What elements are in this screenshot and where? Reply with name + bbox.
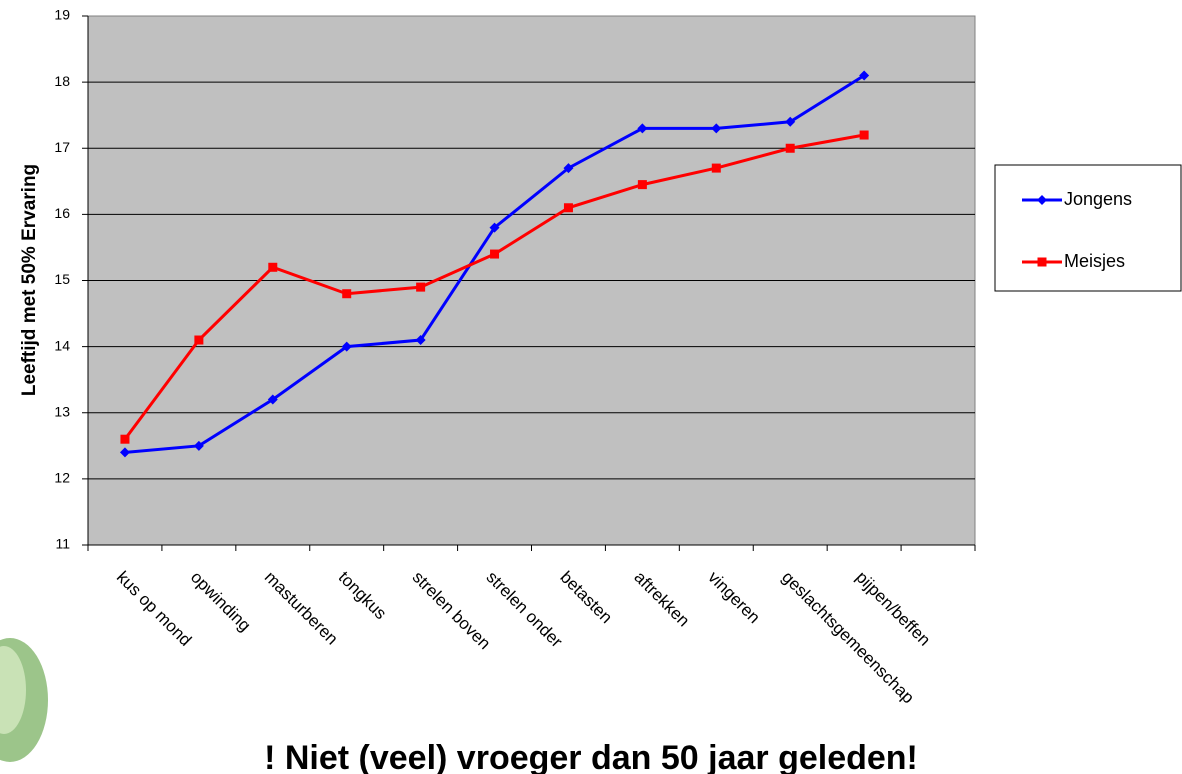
point-marker — [120, 434, 130, 444]
point-marker — [711, 123, 722, 134]
point-marker — [342, 289, 352, 299]
y-tick-label: 17 — [54, 139, 70, 155]
y-tick-label: 11 — [55, 536, 70, 552]
point-marker — [859, 70, 870, 81]
y-tick-label: 16 — [54, 205, 70, 221]
y-tick-label: 18 — [54, 73, 70, 89]
leaf-decoration — [0, 638, 48, 762]
point-marker — [563, 163, 574, 174]
x-tick-label: betasten — [556, 568, 616, 628]
point-marker — [194, 335, 204, 345]
point-marker — [489, 222, 500, 233]
point-marker — [785, 116, 796, 127]
point-marker — [637, 180, 647, 190]
point-marker — [193, 440, 204, 451]
point-marker — [341, 341, 352, 352]
annotation: ! Niet (veel) vroeger dan 50 jaar gelede… — [264, 739, 918, 774]
point-marker — [415, 335, 426, 346]
legend-marker — [1037, 195, 1047, 205]
point-marker — [563, 203, 573, 213]
point-marker — [490, 249, 500, 259]
x-tick-label: pijpen/beffen — [852, 568, 934, 650]
legend-box — [994, 164, 1182, 292]
point-marker — [785, 143, 795, 153]
point-marker — [416, 282, 426, 292]
y-tick-label: 13 — [54, 403, 70, 419]
legend-label: Meisjes — [1064, 251, 1125, 271]
x-tick-label: strelen boven — [409, 568, 495, 654]
x-tick-label: kus op mond — [113, 568, 195, 650]
x-tick-label: strelen onder — [483, 568, 567, 652]
y-tick-label: 14 — [54, 337, 70, 353]
point-marker — [119, 447, 130, 458]
x-tick-label: vingeren — [704, 568, 764, 628]
y-tick-label: 15 — [54, 271, 70, 287]
x-tick-label: tongkus — [335, 568, 391, 624]
x-tick-label: opwinding — [187, 568, 255, 636]
y-tick-label: 19 — [54, 7, 70, 23]
point-marker — [268, 262, 278, 272]
point-marker — [711, 163, 721, 173]
point-marker — [859, 130, 869, 140]
x-tick-label: aftrekken — [630, 568, 693, 631]
y-axis-title: Leeftijd met 50% Ervaring — [19, 164, 40, 396]
point-marker — [267, 394, 278, 405]
legend-marker — [1037, 257, 1047, 267]
x-tick-label: geslachtsgemeenschap — [778, 568, 918, 708]
x-tick-label: masturberen — [261, 568, 342, 649]
y-tick-label: 12 — [54, 470, 70, 486]
legend-label: Jongens — [1064, 189, 1132, 209]
point-marker — [637, 123, 648, 134]
